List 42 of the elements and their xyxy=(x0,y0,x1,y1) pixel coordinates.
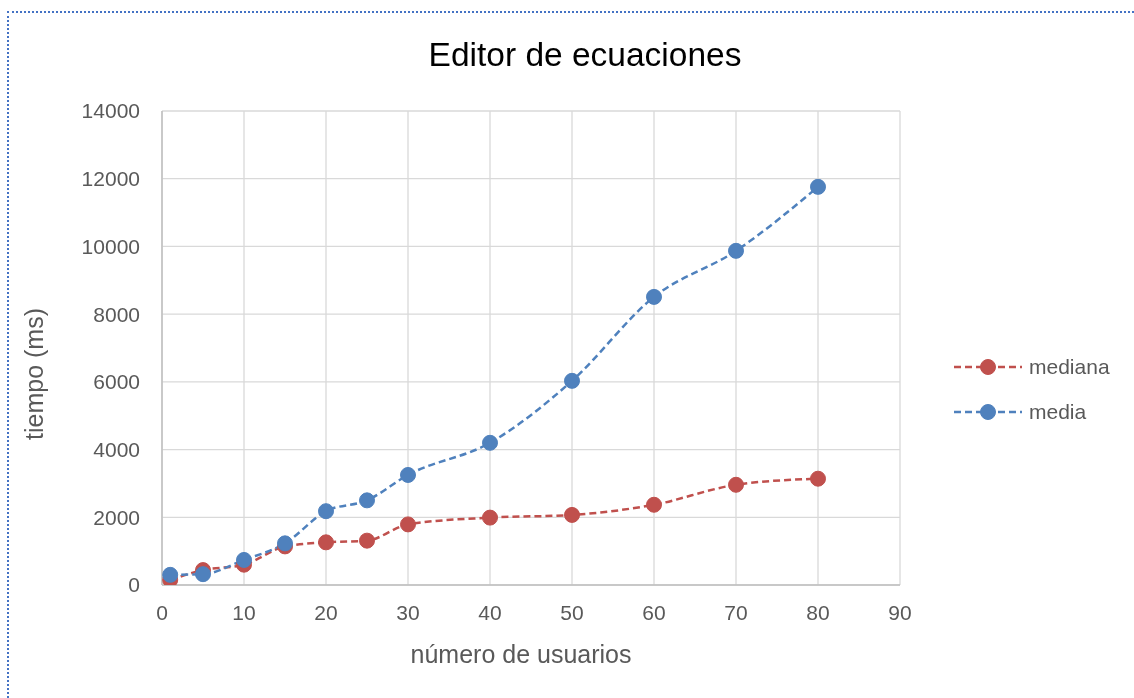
x-tick-label: 40 xyxy=(478,600,502,624)
y-tick-label: 10000 xyxy=(81,234,140,258)
point xyxy=(810,470,826,487)
point xyxy=(564,372,580,389)
x-tick-label: 0 xyxy=(156,600,168,624)
point xyxy=(236,551,252,568)
x-tick-label: 10 xyxy=(232,600,256,624)
point xyxy=(359,492,375,509)
point xyxy=(162,566,179,583)
point xyxy=(728,242,744,259)
y-tick-label: 4000 xyxy=(93,438,140,462)
point xyxy=(318,503,334,520)
x-tick-label: 20 xyxy=(314,600,338,624)
point xyxy=(646,496,662,513)
point xyxy=(482,434,498,451)
point xyxy=(646,288,662,305)
point xyxy=(564,506,580,523)
point xyxy=(482,509,498,526)
x-tick-label: 80 xyxy=(806,600,830,624)
point xyxy=(318,534,334,551)
legend-label: mediana xyxy=(1029,354,1110,379)
x-axis-title: número de usuarios xyxy=(409,640,633,669)
point xyxy=(400,516,416,533)
chart-title: Editor de ecuaciones xyxy=(427,36,743,74)
y-tick-label: 8000 xyxy=(93,302,140,326)
x-tick-label: 60 xyxy=(642,600,666,624)
y-axis-title: tiempo (ms) xyxy=(19,308,49,440)
x-tick-label: 90 xyxy=(888,600,912,624)
x-tick-label: 50 xyxy=(560,600,584,624)
point xyxy=(728,476,744,493)
x-tick-label: 70 xyxy=(724,600,748,624)
y-tick-label: 6000 xyxy=(93,370,140,394)
legend-label: media xyxy=(1029,399,1087,424)
point xyxy=(359,532,375,549)
y-tick-label: 12000 xyxy=(81,167,140,191)
y-tick-label: 0 xyxy=(128,573,140,597)
y-tick-label: 2000 xyxy=(93,505,140,529)
point xyxy=(400,466,416,483)
point xyxy=(195,566,211,583)
y-tick-label: 14000 xyxy=(81,99,140,123)
x-tick-label: 30 xyxy=(396,600,420,624)
point xyxy=(810,178,826,195)
